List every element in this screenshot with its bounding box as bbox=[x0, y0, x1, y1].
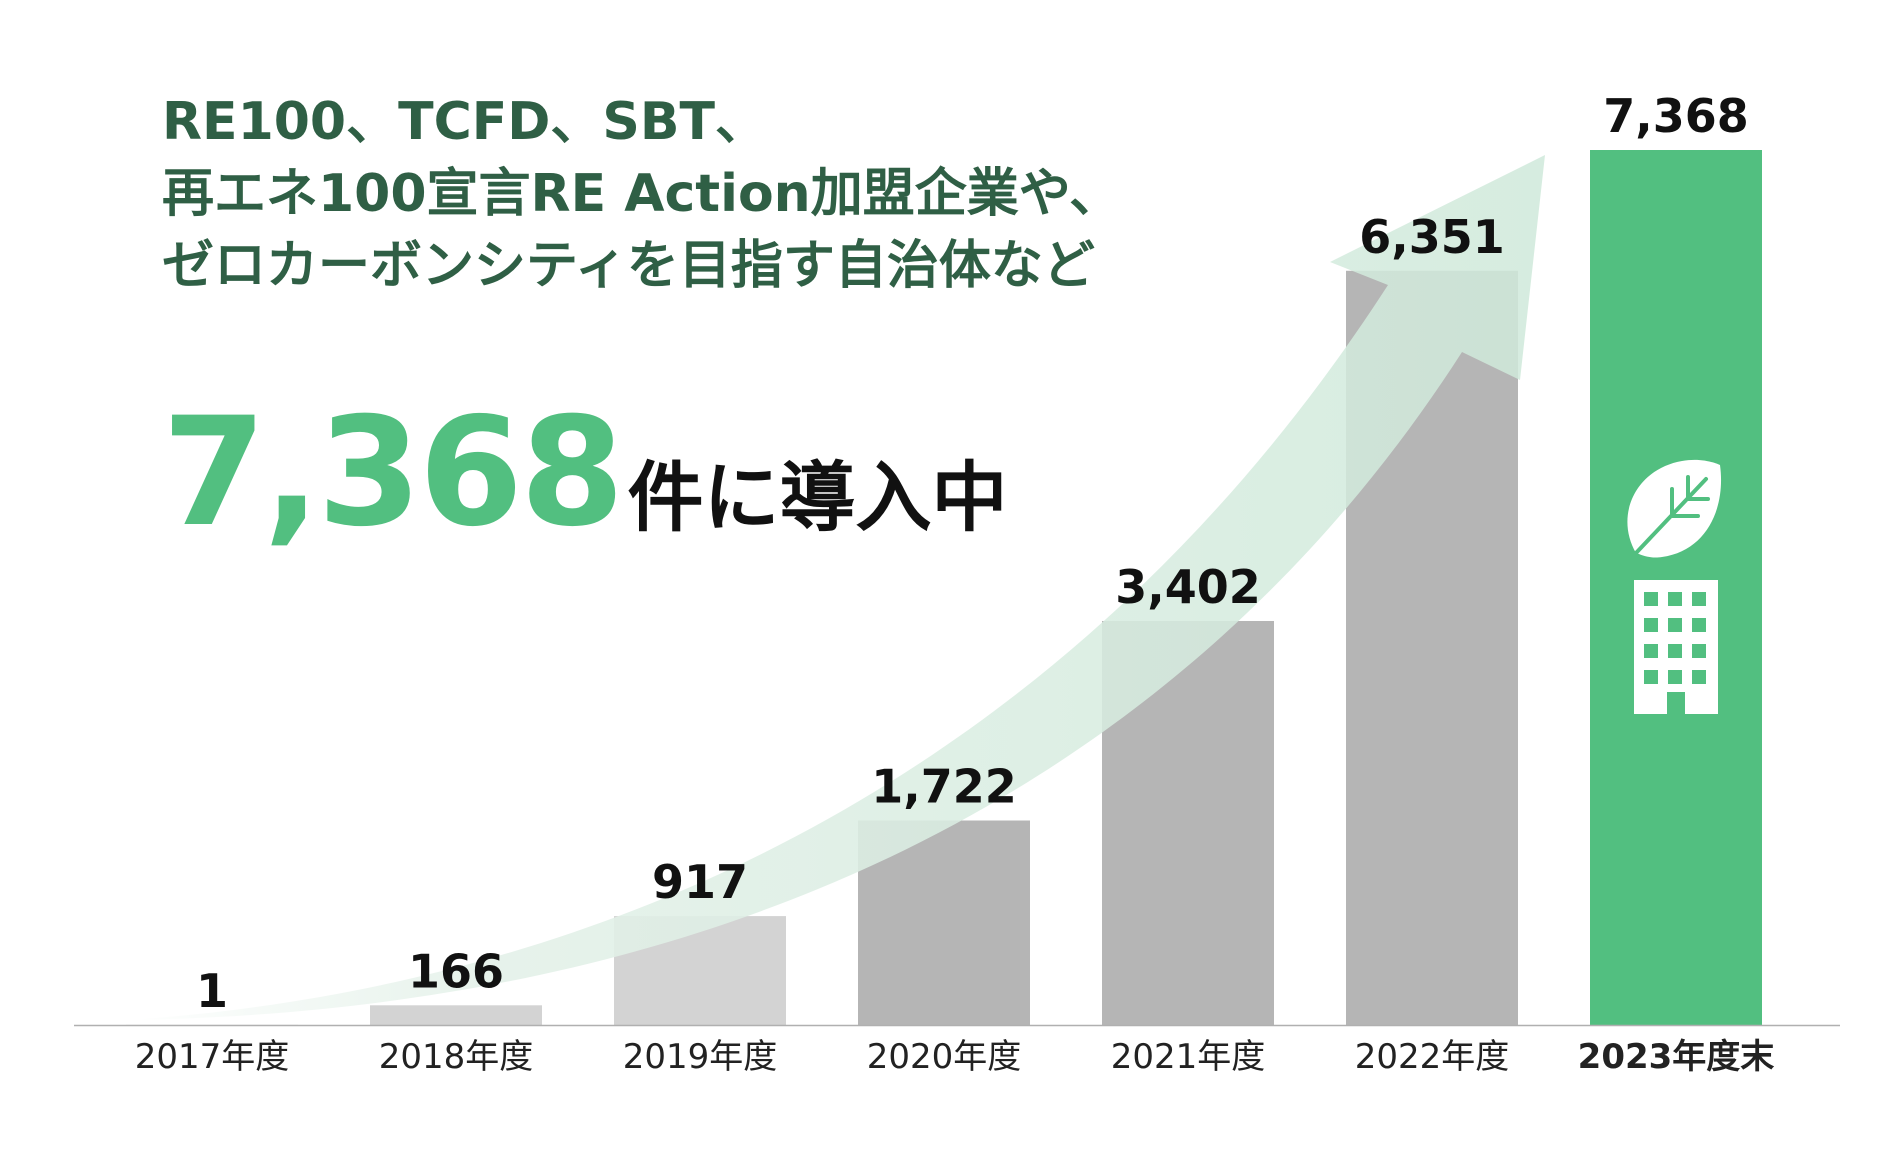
bar-value-label-5: 6,351 bbox=[1359, 210, 1505, 264]
highlight-suffix: 件に導入中 bbox=[627, 453, 1008, 542]
bar-value-label-2: 917 bbox=[652, 855, 748, 909]
x-tick-label-0: 2017年度 bbox=[135, 1037, 290, 1077]
highlight-number: 7,368 bbox=[162, 386, 624, 560]
x-tick-label-5: 2022年度 bbox=[1355, 1037, 1510, 1077]
headline: RE100、TCFD、SBT、 再エネ100宣言RE Action加盟企業や、 … bbox=[162, 86, 1121, 302]
bar-value-label-4: 3,402 bbox=[1115, 560, 1261, 614]
x-tick-label-1: 2018年度 bbox=[379, 1037, 534, 1077]
x-tick-label-4: 2021年度 bbox=[1111, 1037, 1266, 1077]
x-tick-label-3: 2020年度 bbox=[867, 1037, 1022, 1077]
headline-line-2: 再エネ100宣言RE Action加盟企業や、 bbox=[162, 164, 1122, 224]
bar-1 bbox=[370, 1005, 542, 1025]
bar-value-label-1: 166 bbox=[408, 944, 504, 998]
x-tick-label-2: 2019年度 bbox=[623, 1037, 778, 1077]
building-leaf-icon-group bbox=[1627, 459, 1722, 714]
headline-line-1: RE100、TCFD、SBT、 bbox=[162, 92, 767, 152]
bar-value-label-3: 1,722 bbox=[871, 760, 1017, 814]
bar-value-label-6: 7,368 bbox=[1603, 89, 1749, 143]
growth-arrow bbox=[130, 155, 1545, 1020]
highlight-total: 7,368件に導入中 bbox=[162, 386, 1007, 560]
bar-value-label-0: 1 bbox=[196, 964, 228, 1018]
leaf-icon bbox=[1627, 459, 1722, 558]
headline-line-3: ゼロカーボンシティを目指す自治体など bbox=[162, 236, 1095, 296]
x-tick-label-6: 2023年度末 bbox=[1578, 1037, 1775, 1077]
building-icon bbox=[1634, 580, 1718, 714]
